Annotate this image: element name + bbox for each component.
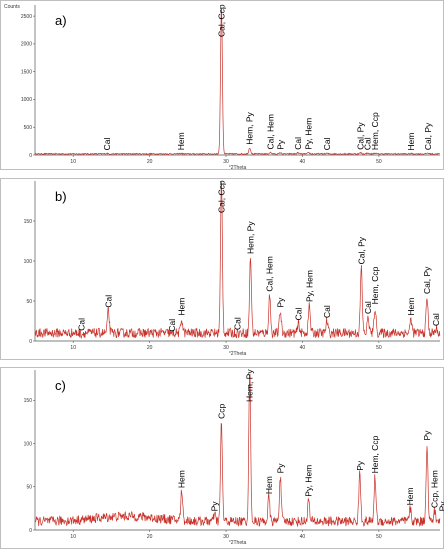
peak-label: Cal <box>102 138 112 151</box>
y-axis-label: Counts <box>4 4 20 10</box>
panel-label: a) <box>55 13 67 28</box>
peak-label: Py <box>275 463 285 474</box>
x-tick-label: 20 <box>147 534 153 540</box>
peak-label: Cal <box>294 308 304 321</box>
peak-label: Hem <box>177 470 187 488</box>
peak-label: Cal <box>431 313 441 326</box>
y-tick-label: 1500 <box>21 69 32 75</box>
peak-label: Hem <box>177 298 187 316</box>
panel-label: c) <box>55 378 66 393</box>
peak-label: Cal <box>77 318 87 331</box>
peak-label: Hem <box>176 132 186 150</box>
y-tick-label: 0 <box>29 153 32 159</box>
x-tick-label: 50 <box>376 345 382 351</box>
peak-label: Ccp, Hem <box>430 470 440 508</box>
peak-label: Cal, Hem <box>265 256 275 291</box>
peak-label: Py <box>275 139 285 150</box>
x-tick-label: 40 <box>300 534 306 540</box>
peak-label: Cal <box>167 319 177 332</box>
peak-label: Hem, Py <box>245 111 255 144</box>
x-tick-label: 20 <box>147 159 153 165</box>
y-tick-label: 50 <box>26 299 32 305</box>
x-axis-label: °2Theta <box>229 165 247 171</box>
peak-label: Hem <box>405 487 415 505</box>
peak-label: Py <box>275 297 285 308</box>
diffractogram-trace <box>34 181 441 339</box>
peak-label: Cal <box>362 137 372 150</box>
x-tick-label: 10 <box>70 159 76 165</box>
peak-label: Py <box>210 501 220 512</box>
peak-label: Cal, Py <box>422 266 432 294</box>
x-axis-label: °2Theta <box>229 351 247 357</box>
y-tick-label: 1000 <box>21 97 32 103</box>
peak-label: Hem <box>264 476 274 494</box>
peak-label: Cal, Py <box>423 122 433 150</box>
x-axis-label: °2Theta <box>229 540 247 546</box>
peak-label: Hem, Ccp <box>370 435 380 473</box>
peak-label: Hem <box>406 298 416 316</box>
peak-label: Cal, Py <box>356 236 366 264</box>
x-tick-label: 10 <box>70 534 76 540</box>
y-tick-label: 150 <box>24 219 33 225</box>
y-tick-label: 50 <box>26 485 32 491</box>
peak-label: Py, Hem <box>304 465 314 497</box>
diffractogram-trace <box>34 8 440 156</box>
y-tick-label: 500 <box>24 125 33 131</box>
peak-label: Cal, Hem <box>265 114 275 149</box>
y-tick-label: 2000 <box>21 42 32 48</box>
peak-label: Cal, Ccp <box>217 4 227 37</box>
peak-label: Py, Hem <box>304 118 314 150</box>
peak-label: Hem, Py <box>246 221 256 254</box>
peak-label: Cal <box>233 317 243 330</box>
peak-label: Cal <box>363 301 373 314</box>
x-tick-label: 50 <box>376 159 382 165</box>
x-tick-label: 10 <box>70 345 76 351</box>
x-tick-label: 20 <box>147 345 153 351</box>
peak-label: Py <box>422 430 432 441</box>
x-tick-label: 30 <box>223 534 229 540</box>
peak-label: Py <box>355 460 365 471</box>
peak-label: Cal <box>322 305 332 318</box>
peak-label: Cal <box>103 295 113 308</box>
x-tick-label: 40 <box>300 345 306 351</box>
y-tick-label: 2500 <box>21 14 32 20</box>
peak-label: Cal <box>322 137 332 150</box>
peak-label: Hem, Ccp <box>370 112 380 150</box>
y-tick-label: 100 <box>24 441 33 447</box>
y-tick-label: 150 <box>24 398 33 404</box>
diffractogram-trace <box>34 373 441 528</box>
x-tick-label: 30 <box>223 159 229 165</box>
y-tick-label: 0 <box>29 528 32 534</box>
peak-label: Cal, Py <box>356 122 366 150</box>
x-tick-label: 40 <box>300 159 306 165</box>
peak-label: Hem <box>406 133 416 151</box>
y-tick-label: 0 <box>29 339 32 345</box>
peak-label: Cal, Ccp <box>217 180 227 213</box>
peak-label: Hem, Ccp <box>370 266 380 304</box>
y-tick-label: 100 <box>24 259 33 265</box>
panel-a: 0 500 1000 1500 2000 2500 10 20 30 40 50 Counts °2Th… <box>0 0 444 171</box>
peak-label: Hem, Py <box>245 369 255 402</box>
panel-label: b) <box>55 189 67 204</box>
peak-label: Cal <box>293 137 303 150</box>
x-tick-label: 50 <box>376 534 382 540</box>
x-tick-label: 30 <box>223 345 229 351</box>
peak-label: Ccp <box>217 404 227 419</box>
peak-label: Py, Hem <box>304 270 314 302</box>
peak-label: Py <box>437 501 444 512</box>
